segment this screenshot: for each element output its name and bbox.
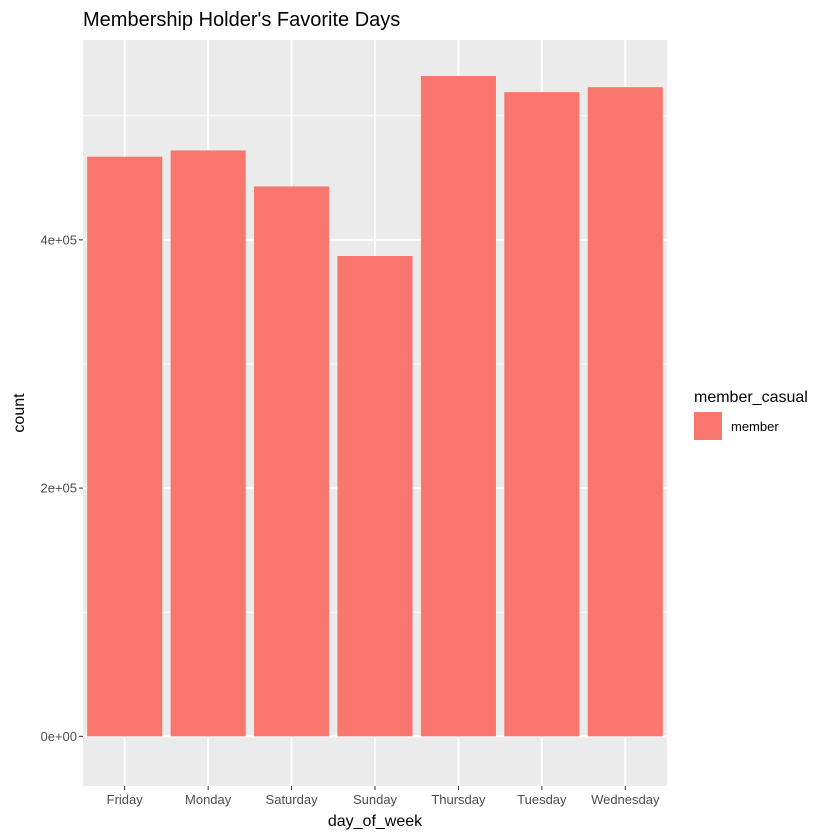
x-tick-label: Saturday [266,792,319,807]
bar [587,87,663,737]
y-axis: 0e+00 2e+05 4e+05 [40,232,83,744]
legend-label: member [731,419,779,434]
x-tick-label: Tuesday [517,792,567,807]
bar [170,150,246,737]
bars [87,75,663,737]
bar [420,75,496,737]
x-axis: Friday Monday Saturday Sunday Thursday Tuesda… [107,786,660,807]
legend-title: member_casual [694,389,808,406]
x-tick-label: Wednesday [591,792,660,807]
bar [87,156,163,737]
y-axis-title: count [11,393,28,433]
legend: member_casual member [694,389,808,440]
x-tick-label: Friday [107,792,144,807]
x-tick-label: Sunday [353,792,398,807]
legend-key [694,412,722,440]
y-tick-label: 0e+00 [40,729,77,744]
legend-entries: member [694,412,779,440]
bar [504,92,580,737]
chart-title: Membership Holder's Favorite Days [83,9,400,31]
y-tick-label: 4e+05 [40,232,77,247]
bar [254,186,330,737]
x-axis-title: day_of_week [328,813,423,830]
x-tick-label: Thursday [431,792,486,807]
y-tick-label: 2e+05 [40,481,77,496]
bar [337,255,413,737]
x-tick-label: Monday [185,792,232,807]
